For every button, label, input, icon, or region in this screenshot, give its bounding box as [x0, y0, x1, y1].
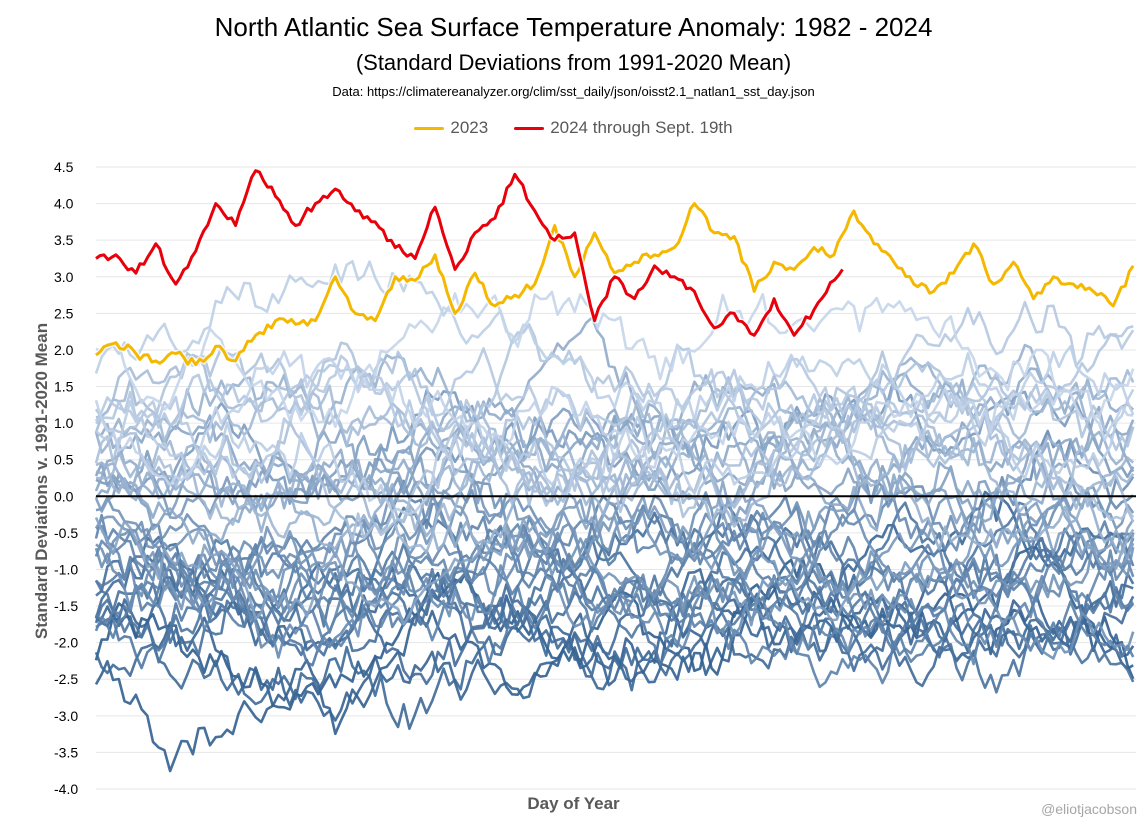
- legend-label-2023: 2023: [450, 118, 489, 137]
- historical-year-line: [94, 546, 1135, 686]
- y-tick-label: -0.5: [54, 525, 78, 541]
- y-tick-label: 4.5: [54, 159, 74, 175]
- y-tick-label: -1.5: [54, 598, 78, 614]
- watermark: @eliotjacobson: [1041, 801, 1137, 817]
- historical-year-line: [94, 520, 1134, 689]
- legend: 2023 2024 through Sept. 19th: [0, 118, 1147, 138]
- series-line-2024-halo: [94, 167, 845, 339]
- y-tick-label: -2.0: [54, 635, 78, 651]
- historical-year-line: [95, 410, 1135, 556]
- chart-title: North Atlantic Sea Surface Temperature A…: [214, 12, 933, 42]
- historical-year-line: [94, 444, 1135, 611]
- series-line-2023: [95, 202, 1135, 367]
- y-tick-label: 0.0: [54, 488, 74, 504]
- data-source: Data: https://climatereanalyzer.org/clim…: [332, 84, 815, 99]
- y-tick-label: -3.0: [54, 708, 78, 724]
- historical-year-line: [94, 402, 1135, 543]
- y-tick-label: -4.0: [54, 781, 78, 797]
- y-tick-label: 2.5: [54, 305, 74, 321]
- x-axis-label: Day of Year: [527, 794, 620, 813]
- legend-swatch-2023: [414, 126, 445, 130]
- historical-year-line: [94, 475, 1135, 637]
- legend-item-2024: 2024 through Sept. 19th: [514, 118, 733, 138]
- y-tick-label: -3.5: [54, 744, 78, 760]
- historical-year-line: [94, 350, 1134, 487]
- y-axis-label: Standard Deviations v. 1991-2020 Mean: [32, 322, 51, 640]
- y-tick-label: 1.0: [54, 415, 74, 431]
- historical-year-line: [94, 479, 1134, 610]
- historical-year-line: [95, 488, 1135, 660]
- y-tick-label: -2.5: [54, 671, 78, 687]
- y-tick-label: 3.0: [54, 269, 74, 285]
- y-tick-label: 4.0: [54, 196, 74, 212]
- chart-subtitle: (Standard Deviations from 1991-2020 Mean…: [355, 50, 792, 75]
- historical-year-line: [94, 445, 1135, 626]
- legend-item-2023: 2023: [414, 118, 488, 138]
- y-tick-label: 3.5: [54, 232, 74, 248]
- y-tick-label: -1.0: [54, 561, 78, 577]
- historical-year-line: [94, 300, 1135, 480]
- y-tick-label: 0.5: [54, 452, 74, 468]
- legend-label-2024: 2024 through Sept. 19th: [550, 118, 733, 137]
- legend-swatch-2024: [514, 126, 545, 130]
- historical-year-line: [95, 501, 1135, 670]
- y-tick-label: 2.0: [54, 342, 74, 358]
- historical-year-line: [94, 259, 1135, 433]
- historical-year-line: [95, 290, 1135, 429]
- y-tick-label: 1.5: [54, 379, 74, 395]
- series-line-2024: [95, 169, 844, 337]
